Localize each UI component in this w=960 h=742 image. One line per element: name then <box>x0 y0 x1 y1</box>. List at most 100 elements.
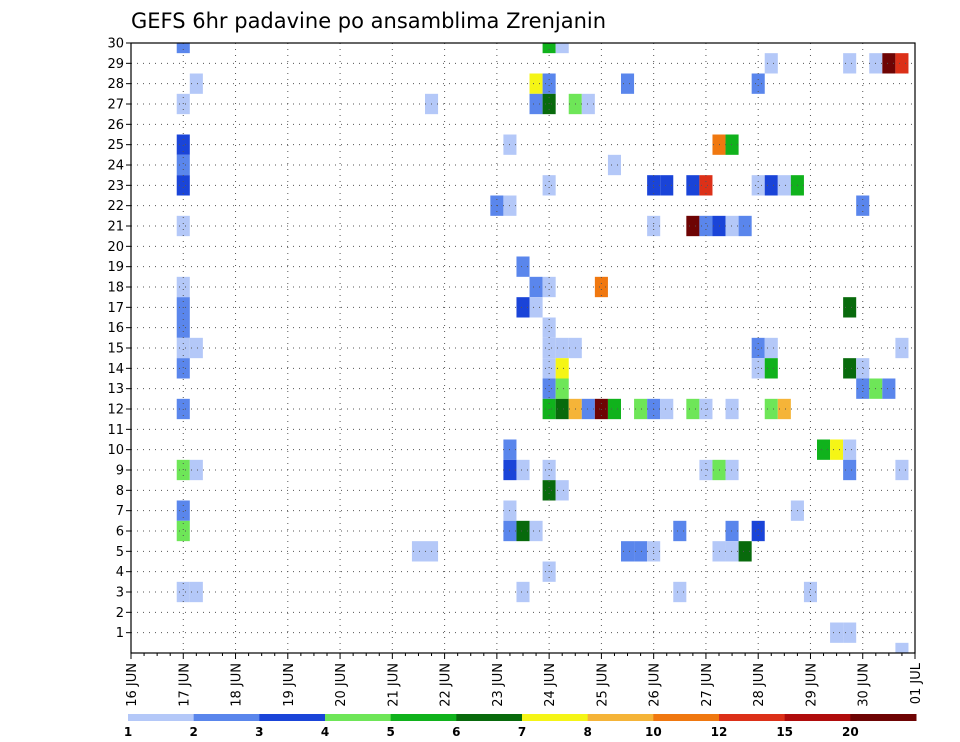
precip-cell-member-30-step-4 <box>176 43 190 54</box>
precip-cell-member-15-step-59 <box>895 337 909 359</box>
y-tick-label-8: 8 <box>116 484 124 499</box>
precip-cell-member-14-step-32 <box>542 358 556 379</box>
legend-label-12: 12 <box>711 725 728 739</box>
precip-cell-member-10-step-53 <box>817 439 831 460</box>
heatmap-cells <box>176 43 909 653</box>
precip-cell-member-21-step-44 <box>699 215 713 237</box>
y-tick-label-9: 9 <box>116 464 124 479</box>
legend-label-10: 10 <box>645 725 662 739</box>
y-tick-label-28: 28 <box>107 77 124 92</box>
precip-cell-member-21-step-4 <box>176 215 190 237</box>
precip-cell-member-15-step-49 <box>764 337 778 359</box>
y-tick-label-1: 1 <box>116 626 124 641</box>
precip-cell-member-18-step-36 <box>594 276 608 298</box>
precip-cell-member-29-step-58 <box>882 53 896 74</box>
y-tick-label-19: 19 <box>107 260 124 275</box>
precip-cell-member-24-step-4 <box>176 154 190 176</box>
chart-title: GEFS 6hr padavine po ansamblima Zrenjani… <box>131 9 606 33</box>
precip-cell-member-15-step-5 <box>189 337 203 359</box>
grid-lines <box>131 42 915 653</box>
precip-cell-member-3-step-52 <box>803 581 817 603</box>
y-tick-label-3: 3 <box>116 586 124 601</box>
x-tick-label-4: 20 JUN <box>334 663 349 707</box>
y-tick-label-30: 30 <box>107 37 124 52</box>
y-tick-label-17: 17 <box>107 301 124 316</box>
y-tick-label-24: 24 <box>107 159 124 174</box>
precip-cell-member-29-step-49 <box>764 53 778 74</box>
x-tick-label-5: 21 JUN <box>386 663 401 707</box>
y-tick-label-15: 15 <box>107 342 124 357</box>
precip-cell-member-10-step-55 <box>843 439 857 460</box>
x-tick-label-15: 01 JUL <box>909 662 924 704</box>
precip-cell-member-27-step-31 <box>529 93 543 115</box>
precip-cell-member-14-step-49 <box>764 358 778 379</box>
precip-cell-member-12-step-49 <box>764 398 778 420</box>
y-tick-label-22: 22 <box>107 199 124 214</box>
legend-swatch-9 <box>653 714 720 721</box>
y-tick-label-6: 6 <box>116 525 124 540</box>
x-tick-label-14: 30 JUN <box>857 663 872 707</box>
legend-label-3: 3 <box>255 725 263 739</box>
precip-cell-member-15-step-33 <box>555 337 569 359</box>
precip-cell-member-6-step-4 <box>176 520 190 542</box>
precip-cell-member-19-step-30 <box>516 256 530 277</box>
y-tick-label-26: 26 <box>107 118 124 133</box>
y-tick-label-21: 21 <box>107 220 124 235</box>
precip-cell-member-9-step-30 <box>516 459 530 481</box>
y-tick-label-14: 14 <box>107 362 124 377</box>
legend-swatch-3 <box>259 714 326 721</box>
precip-cell-member-18-step-4 <box>176 276 190 298</box>
precip-cell-member-15-step-4 <box>176 337 190 359</box>
legend-label-6: 6 <box>452 725 460 739</box>
precip-cell-member-17-step-30 <box>516 297 530 318</box>
y-tick-label-12: 12 <box>107 403 124 418</box>
precip-cell-member-15-step-32 <box>542 337 556 359</box>
precip-cell-member-23-step-4 <box>176 175 190 196</box>
x-tick-label-7: 23 JUN <box>491 663 506 707</box>
x-tick-label-8: 24 JUN <box>543 663 558 707</box>
legend-swatch-1 <box>128 714 195 721</box>
x-axis: 16 JUN 17 JUN 18 JUN 19 JUN 20 JUN 21 JUN 22 J… <box>125 653 924 707</box>
precip-cell-member-3-step-5 <box>189 581 203 603</box>
y-tick-label-4: 4 <box>116 565 124 580</box>
y-tick-label-16: 16 <box>107 321 124 336</box>
precip-cell-member-12-step-46 <box>725 398 739 420</box>
precip-cell-member-5-step-38 <box>621 541 635 562</box>
y-tick-label-27: 27 <box>107 98 124 113</box>
precip-cell-member-5-step-39 <box>634 541 648 562</box>
precip-cell-member-23-step-43 <box>686 175 700 196</box>
precip-cell-member-3-step-4 <box>176 581 190 603</box>
precip-cell-member-9-step-55 <box>843 459 857 481</box>
precip-cell-member-23-step-44 <box>699 175 713 196</box>
precip-cell-member-9-step-46 <box>725 459 739 481</box>
precip-cell-member-18-step-31 <box>529 276 543 298</box>
precip-cell-member-7-step-4 <box>176 500 190 521</box>
legend-label-5: 5 <box>386 725 394 739</box>
precip-cell-member-21-step-47 <box>738 215 752 237</box>
precip-cell-member-10-step-54 <box>830 439 844 460</box>
precip-cell-member-21-step-46 <box>725 215 739 237</box>
precip-cell-member-12-step-43 <box>686 398 700 420</box>
precip-cell-member-16-step-32 <box>542 317 556 338</box>
legend-swatch-2 <box>193 714 260 721</box>
legend-swatch-7 <box>522 714 589 721</box>
x-tick-label-11: 27 JUN <box>700 663 715 707</box>
precip-cell-member-23-step-50 <box>777 175 791 196</box>
precip-cell-member-3-step-30 <box>516 581 530 603</box>
precip-cell-member-21-step-43 <box>686 215 700 237</box>
y-tick-label-23: 23 <box>107 179 124 194</box>
precip-cell-member-12-step-33 <box>555 398 569 420</box>
precip-cell-member-13-step-58 <box>882 378 896 399</box>
precip-cell-member-12-step-50 <box>777 398 791 420</box>
legend-swatch-12 <box>850 714 917 721</box>
legend-swatch-5 <box>390 714 457 721</box>
x-tick-label-2: 18 JUN <box>230 663 245 707</box>
precip-cell-member-14-step-56 <box>856 358 870 379</box>
y-tick-label-2: 2 <box>116 606 124 621</box>
x-tick-label-9: 25 JUN <box>595 663 610 707</box>
legend-label-2: 2 <box>189 725 197 739</box>
color-legend: 1 2 3 4 5 6 7 8 10 12 15 20 <box>124 714 917 739</box>
precip-cell-member-1-step-54 <box>830 622 844 643</box>
precip-cell-member-23-step-32 <box>542 175 556 196</box>
x-tick-label-0: 16 JUN <box>125 663 140 707</box>
